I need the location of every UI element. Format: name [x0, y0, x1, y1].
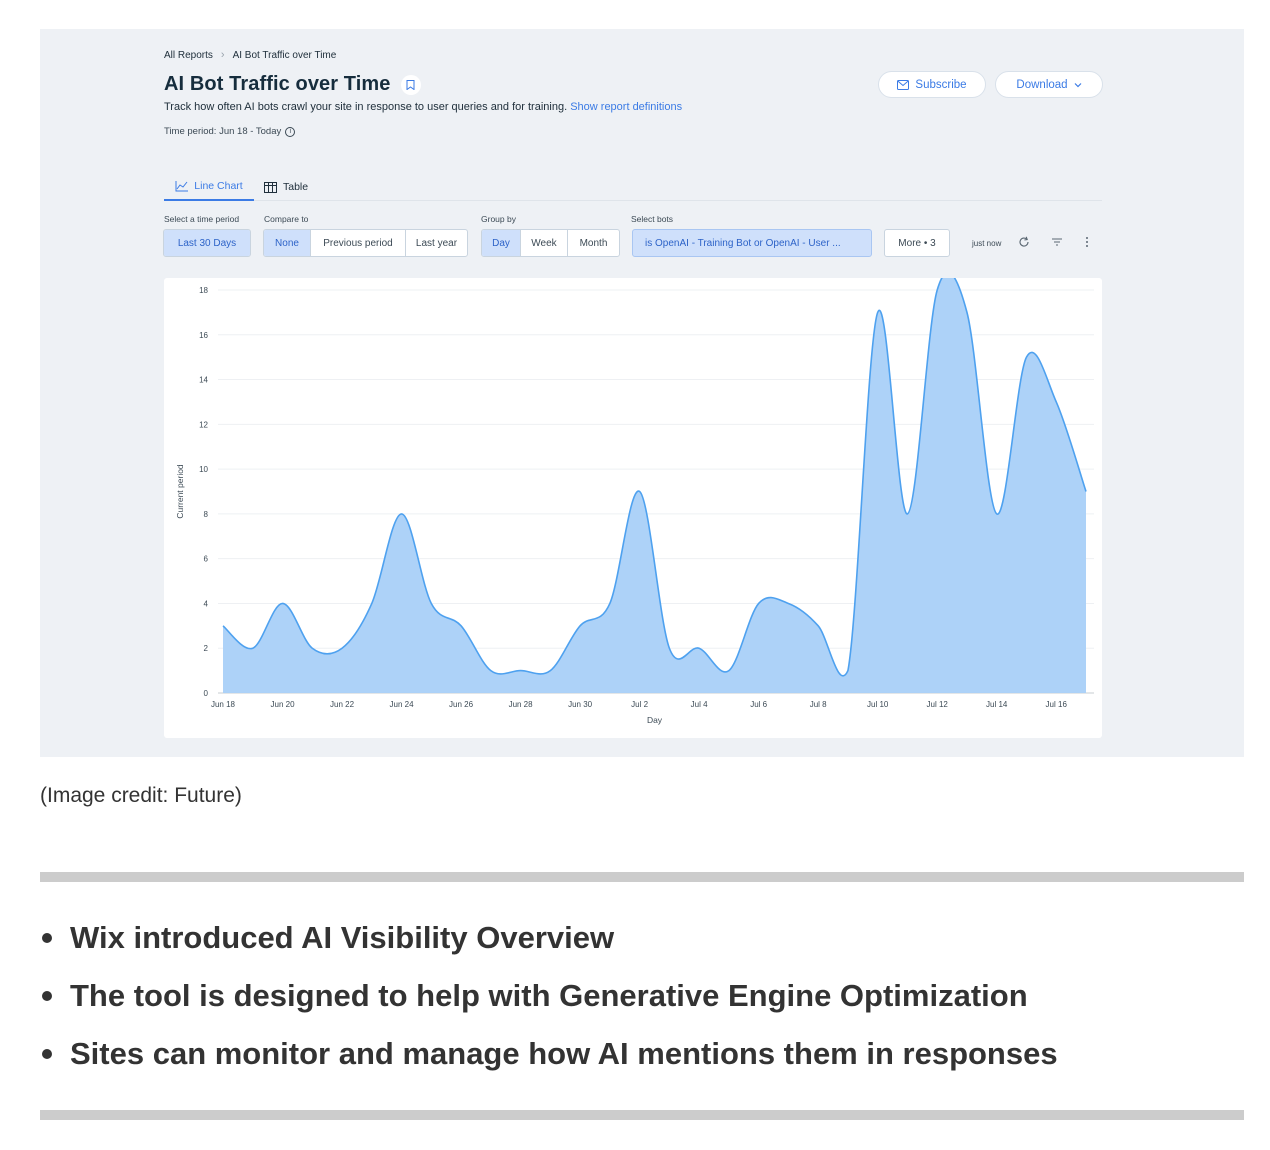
x-tick-label: Jul 4: [691, 700, 708, 709]
group-day[interactable]: Day: [482, 230, 521, 256]
report-definitions-link[interactable]: Show report definitions: [570, 101, 683, 113]
y-tick-label: 0: [204, 689, 209, 698]
y-tick-label: 8: [204, 510, 209, 519]
image-credit: (Image credit: Future): [40, 784, 242, 807]
page-title: AI Bot Traffic over Time: [164, 73, 391, 95]
y-tick-label: 14: [199, 376, 208, 385]
key-point-text: Sites can monitor and manage how AI ment…: [70, 1036, 1058, 1071]
series-area: [223, 272, 1086, 693]
x-tick-label: Jun 20: [271, 700, 296, 709]
time-period-select[interactable]: Last 30 Days: [163, 229, 251, 257]
download-label: Download: [1016, 78, 1068, 91]
x-tick-label: Jul 16: [1046, 700, 1068, 709]
subscribe-label: Subscribe: [915, 78, 967, 91]
key-points-list: Wix introduced AI Visibility Overview Th…: [40, 912, 1058, 1086]
chart-card: 0 2 4 6 8 10 12 14 16 18 Jun 18 Jun 20 Jun 22 Jun 24 J…: [164, 271, 1102, 738]
y-tick-label: 4: [204, 599, 209, 608]
y-tick-label: 16: [199, 331, 208, 340]
x-tick-label: Jul 12: [927, 700, 949, 709]
more-options-icon[interactable]: [1080, 235, 1094, 249]
x-tick-label: Jun 18: [211, 700, 236, 709]
y-tick-label: 18: [199, 286, 208, 295]
key-point: Wix introduced AI Visibility Overview: [40, 912, 1058, 970]
tab-line-chart[interactable]: Line Chart: [164, 173, 254, 201]
key-point: Sites can monitor and manage how AI ment…: [40, 1028, 1058, 1086]
compare-segmented: None Previous period Last year: [263, 229, 468, 257]
view-tabs: Line Chart Table: [164, 169, 1102, 201]
subscribe-button[interactable]: Subscribe: [878, 71, 986, 98]
last-updated: just now: [972, 239, 1002, 248]
compare-none[interactable]: None: [264, 230, 311, 256]
compare-previous-period[interactable]: Previous period: [311, 230, 406, 256]
x-tick-label: Jul 14: [986, 700, 1008, 709]
y-tick-label: 10: [199, 465, 208, 474]
group-by-segmented: Day Week Month: [481, 229, 620, 257]
line-chart-icon: [175, 180, 189, 191]
key-point-text: Wix introduced AI Visibility Overview: [70, 920, 615, 955]
report-screenshot: All Reports › AI Bot Traffic over Time A…: [40, 29, 1244, 757]
table-icon: [264, 181, 277, 193]
more-filters-button[interactable]: More • 3: [884, 229, 950, 257]
time-period: Time period: Jun 18 - Today i: [164, 126, 296, 137]
title-row: AI Bot Traffic over Time: [164, 73, 421, 96]
x-tick-label: Jul 8: [810, 700, 827, 709]
breadcrumb-current: AI Bot Traffic over Time: [232, 49, 337, 61]
series-line: [222, 271, 1087, 677]
x-tick-label: Jun 28: [509, 700, 534, 709]
chevron-right-icon: ›: [220, 49, 225, 61]
y-tick-label: 12: [199, 420, 208, 429]
x-tick-label: Jul 10: [867, 700, 889, 709]
chevron-down-icon: [1074, 82, 1082, 87]
y-axis-title: Current period: [175, 464, 185, 519]
bullet-dot: [42, 991, 52, 1001]
x-axis-title: Day: [647, 715, 663, 725]
time-period-value[interactable]: Last 30 Days: [164, 230, 250, 256]
time-period-text: Time period: Jun 18 - Today: [164, 126, 282, 137]
x-tick-label: Jul 2: [631, 700, 648, 709]
bookmark-icon[interactable]: [400, 74, 421, 95]
divider-bottom: [40, 1110, 1244, 1120]
x-tick-label: Jun 24: [390, 700, 415, 709]
report-description: Track how often AI bots crawl your site …: [164, 101, 682, 113]
x-tick-label: Jun 26: [449, 700, 474, 709]
description-text: Track how often AI bots crawl your site …: [164, 101, 568, 113]
x-tick-label: Jun 30: [568, 700, 593, 709]
x-tick-label: Jul 6: [750, 700, 767, 709]
select-bots-label: Select bots: [631, 214, 674, 224]
filter-icon[interactable]: [1050, 235, 1064, 249]
compare-label: Compare to: [264, 214, 309, 224]
mail-icon: [897, 79, 910, 90]
compare-last-year[interactable]: Last year: [415, 237, 458, 249]
info-icon[interactable]: i: [285, 126, 296, 137]
key-point: The tool is designed to help with Genera…: [40, 970, 1058, 1028]
breadcrumb-root-link[interactable]: All Reports: [164, 49, 213, 61]
bullet-dot: [42, 1049, 52, 1059]
group-by-label: Group by: [481, 214, 516, 224]
tab-line-chart-label: Line Chart: [194, 180, 243, 192]
key-point-text: The tool is designed to help with Genera…: [70, 978, 1028, 1013]
bullet-dot: [42, 933, 52, 943]
select-bots-dropdown[interactable]: is OpenAI - Training Bot or OpenAI - Use…: [632, 229, 872, 257]
area-chart: 0 2 4 6 8 10 12 14 16 18 Jun 18 Jun 20 Jun 22 Jun 24 J…: [175, 271, 1094, 725]
tab-table-label: Table: [283, 181, 309, 193]
y-tick-label: 6: [204, 555, 209, 564]
breadcrumb: All Reports › AI Bot Traffic over Time: [164, 49, 336, 61]
time-period-label: Select a time period: [164, 214, 240, 224]
tab-table[interactable]: Table: [264, 173, 308, 201]
divider-top: [40, 872, 1244, 882]
group-week[interactable]: Week: [521, 230, 568, 256]
y-tick-label: 2: [204, 644, 209, 653]
x-tick-label: Jun 22: [330, 700, 355, 709]
refresh-icon[interactable]: [1017, 235, 1031, 249]
group-month[interactable]: Month: [579, 237, 608, 249]
download-button[interactable]: Download: [995, 71, 1103, 98]
